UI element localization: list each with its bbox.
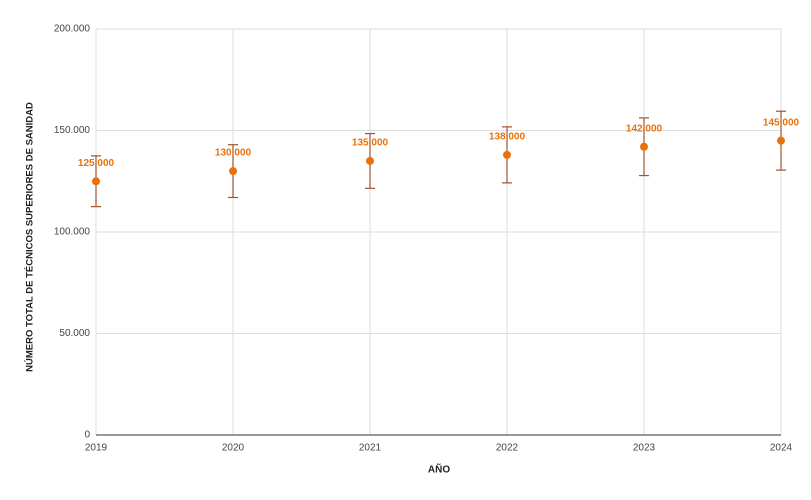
x-tick-label: 2024 (770, 443, 793, 454)
point (229, 167, 237, 176)
value-label: 142.000 (626, 123, 663, 134)
point (503, 150, 511, 159)
point (640, 142, 648, 151)
x-tick-label: 2020 (222, 443, 245, 454)
value-label: 138.000 (489, 132, 526, 143)
x-axis-label: AÑO (428, 463, 450, 476)
y-tick-label: 200.000 (54, 24, 91, 35)
point (777, 136, 785, 145)
y-tick-label: 50.000 (59, 328, 90, 339)
y-tick-label: 100.000 (54, 227, 91, 238)
y-axis-label: NÚMERO TOTAL DE TÉCNICOS SUPERIORES DE S… (24, 102, 36, 372)
value-label: 130.000 (215, 148, 252, 159)
x-tick-label: 2023 (633, 443, 656, 454)
point (92, 177, 100, 186)
value-label: 145.000 (763, 117, 800, 128)
x-tick-label: 2022 (496, 443, 519, 454)
value-label: 125.000 (78, 158, 115, 169)
y-tick-label: 150.000 (54, 125, 91, 136)
y-tick-label: 0 (84, 430, 90, 441)
x-tick-label: 2019 (85, 443, 108, 454)
point (366, 156, 374, 165)
value-label: 135.000 (352, 138, 389, 149)
x-tick-label: 2021 (359, 443, 382, 454)
